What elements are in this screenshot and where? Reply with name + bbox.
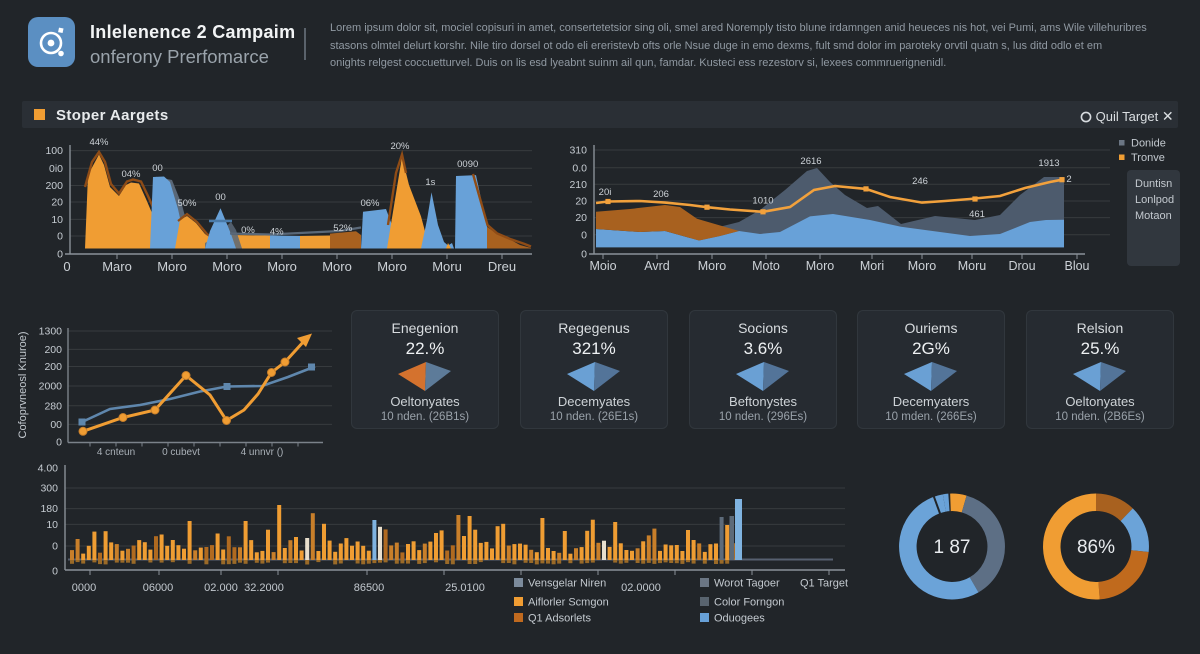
svg-text:Mori: Mori	[860, 259, 884, 273]
svg-text:Donide: Donide	[1131, 138, 1166, 150]
svg-text:Cofoprvneosl Knuroe): Cofoprvneosl Knuroe)	[17, 331, 29, 438]
svg-text:200: 200	[44, 344, 62, 356]
svg-text:100: 100	[45, 145, 63, 157]
svg-text:0: 0	[56, 437, 62, 449]
svg-text:206: 206	[653, 189, 669, 200]
svg-text:Q1 Adsorlets: Q1 Adsorlets	[528, 613, 591, 625]
svg-text:2000: 2000	[39, 381, 63, 393]
svg-text:1 87: 1 87	[934, 537, 971, 558]
svg-text:0090: 0090	[457, 159, 478, 170]
svg-text:Moro: Moro	[698, 259, 727, 273]
svg-text:0000: 0000	[72, 582, 96, 594]
svg-text:180: 180	[40, 503, 58, 515]
svg-text:Moto: Moto	[752, 259, 780, 273]
svg-text:Avrd: Avrd	[644, 259, 670, 273]
svg-text:Q1 Target: Q1 Target	[800, 578, 848, 590]
svg-text:00: 00	[50, 419, 62, 431]
svg-text:25.0100: 25.0100	[445, 582, 485, 594]
svg-text:Duntisn: Duntisn	[1135, 178, 1172, 190]
svg-text:0: 0	[581, 229, 587, 241]
svg-text:00: 00	[215, 192, 226, 203]
svg-text:Moro: Moro	[267, 259, 297, 274]
svg-text:06%: 06%	[360, 198, 380, 209]
svg-text:00: 00	[152, 163, 163, 174]
svg-text:0: 0	[52, 541, 58, 553]
svg-text:Tronve: Tronve	[1131, 152, 1165, 164]
svg-text:1s: 1s	[425, 177, 435, 188]
svg-text:1010: 1010	[752, 196, 773, 207]
svg-text:0: 0	[581, 249, 587, 261]
svg-text:0: 0	[63, 259, 70, 274]
svg-text:86%: 86%	[1077, 537, 1115, 558]
svg-text:200: 200	[44, 361, 62, 373]
svg-text:4 cnteun: 4 cnteun	[97, 447, 135, 458]
svg-text:280: 280	[44, 400, 62, 412]
svg-text:86500: 86500	[354, 582, 385, 594]
svg-text:20: 20	[575, 212, 587, 224]
svg-text:Moro: Moro	[322, 259, 352, 274]
svg-text:0: 0	[57, 249, 63, 261]
svg-text:Moro: Moro	[157, 259, 187, 274]
svg-text:Motaon: Motaon	[1135, 210, 1172, 222]
svg-text:44%: 44%	[89, 137, 109, 148]
svg-text:310: 310	[569, 145, 587, 157]
svg-text:Lonlpod: Lonlpod	[1135, 194, 1174, 206]
svg-text:1300: 1300	[39, 326, 63, 338]
svg-text:0: 0	[52, 566, 58, 578]
svg-text:Aiflorler Scmgon: Aiflorler Scmgon	[528, 597, 609, 609]
svg-text:4.00: 4.00	[38, 463, 59, 475]
svg-text:20: 20	[575, 196, 587, 208]
svg-text:04%: 04%	[121, 169, 141, 180]
svg-text:52%: 52%	[333, 223, 353, 234]
svg-text:Moro: Moro	[908, 259, 937, 273]
svg-text:4 unnvr (): 4 unnvr ()	[241, 447, 284, 458]
svg-text:20: 20	[51, 197, 63, 209]
svg-text:02.0000: 02.0000	[621, 582, 661, 594]
svg-text:210: 210	[569, 179, 587, 191]
svg-text:Moro: Moro	[377, 259, 407, 274]
svg-text:Drou: Drou	[1008, 259, 1035, 273]
svg-text:20i: 20i	[599, 187, 612, 198]
svg-text:2616: 2616	[800, 156, 821, 167]
svg-text:Moru: Moru	[958, 259, 987, 273]
svg-text:246: 246	[912, 176, 928, 187]
svg-text:Maro: Maro	[102, 259, 132, 274]
svg-text:02.000: 02.000	[204, 582, 238, 594]
svg-text:Moru: Moru	[432, 259, 462, 274]
svg-text:Color Forngon: Color Forngon	[714, 597, 784, 609]
svg-text:10: 10	[51, 214, 63, 226]
svg-text:Vensgelar Niren: Vensgelar Niren	[528, 578, 606, 590]
svg-text:Moro: Moro	[212, 259, 242, 274]
svg-text:Moio: Moio	[589, 259, 616, 273]
svg-text:300: 300	[40, 483, 58, 495]
svg-text:2: 2	[1066, 174, 1071, 185]
svg-text:Moro: Moro	[806, 259, 835, 273]
svg-text:0: 0	[57, 231, 63, 243]
svg-text:10: 10	[46, 519, 58, 531]
svg-text:Worot Tagoer: Worot Tagoer	[714, 578, 780, 590]
svg-text:06000: 06000	[143, 582, 174, 594]
svg-text:32.2000: 32.2000	[244, 582, 284, 594]
svg-text:50%: 50%	[177, 198, 197, 209]
svg-text:0i0: 0i0	[49, 163, 63, 175]
svg-text:0.0: 0.0	[572, 162, 587, 174]
svg-text:1913: 1913	[1038, 158, 1059, 169]
svg-text:Oduogees: Oduogees	[714, 613, 765, 625]
svg-text:461: 461	[969, 209, 985, 220]
svg-text:4%: 4%	[270, 227, 284, 238]
svg-text:0 cubevt: 0 cubevt	[162, 447, 200, 458]
svg-text:20%: 20%	[390, 141, 410, 152]
svg-text:0%: 0%	[241, 225, 255, 236]
svg-text:Dreu: Dreu	[488, 259, 516, 274]
svg-text:200: 200	[45, 180, 63, 192]
svg-text:Blou: Blou	[1064, 259, 1089, 273]
